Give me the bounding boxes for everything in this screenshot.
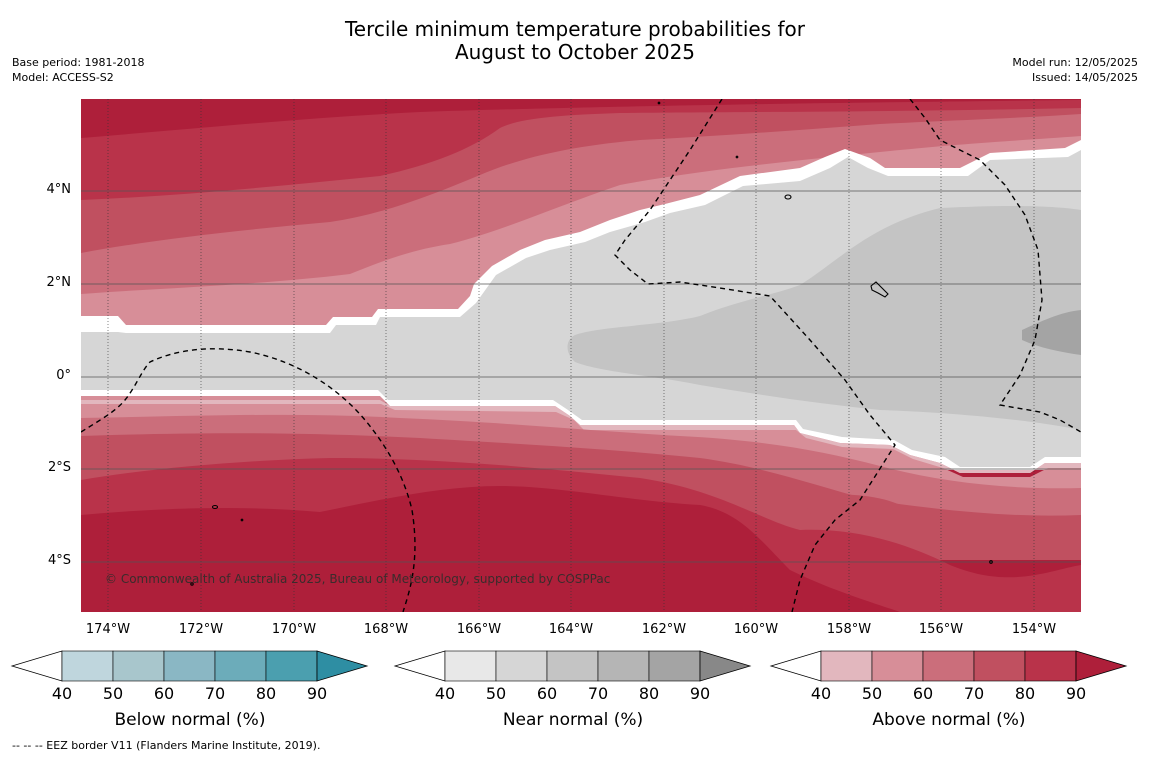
- lat-label-0: 0°: [56, 368, 71, 383]
- colorbar-near-swatches: [393, 650, 752, 682]
- cb-above-label: Above normal (%): [872, 710, 1026, 730]
- island-7: [240, 518, 244, 522]
- lat-label-2s: 2°S: [47, 460, 71, 475]
- cb-below-40-50: [61, 650, 114, 682]
- lon-label-158w: 158°W: [826, 622, 872, 637]
- eez-border-east: [909, 99, 1081, 433]
- island-5: [657, 101, 661, 105]
- cb-near-40-under: [393, 650, 446, 682]
- cb-near-tick-70: 70: [587, 684, 609, 703]
- title-line-1: Tercile minimum temperature probabilitie…: [344, 17, 806, 41]
- near-60-region: [1022, 310, 1081, 355]
- model-name: Model: ACCESS-S2: [12, 71, 114, 84]
- parallels: [81, 190, 1081, 563]
- cb-below-tick-60: 60: [153, 684, 175, 703]
- cb-near-label: Near normal (%): [502, 710, 644, 730]
- island-4: [989, 560, 993, 564]
- cb-below-label: Below normal (%): [114, 710, 266, 730]
- cb-below-tick-70: 70: [204, 684, 226, 703]
- cb-near-tick-60: 60: [536, 684, 558, 703]
- copyright-credit: © Commonwealth of Australia 2025, Bureau…: [105, 572, 611, 586]
- title-line-2: August to October 2025: [454, 40, 696, 64]
- map-fill: [81, 99, 1081, 612]
- cb-above-tick-60: 60: [912, 684, 934, 703]
- island-2: [211, 504, 219, 510]
- cb-above-tick-50: 50: [861, 684, 883, 703]
- base-period: Base period: 1981-2018: [12, 56, 145, 69]
- cb-near-tick-80: 80: [638, 684, 660, 703]
- lon-label-162w: 162°W: [641, 622, 687, 637]
- cb-near-tick-90: 90: [689, 684, 711, 703]
- eez-border-central: [614, 99, 896, 612]
- cb-near-tick-40: 40: [434, 684, 456, 703]
- lon-label-154w: 154°W: [1011, 622, 1057, 637]
- issued-date: Issued: 14/05/2025: [1031, 71, 1138, 84]
- cb-below-80-90: [265, 650, 318, 682]
- cb-near-40-50: [444, 650, 497, 682]
- cb-above-40-under: [769, 650, 822, 682]
- eez-borders: [81, 99, 1081, 612]
- near-50-region: [567, 205, 1081, 430]
- above-90-south: [81, 486, 900, 612]
- cb-near-80-90: [648, 650, 701, 682]
- lon-label-160w: 160°W: [733, 622, 779, 637]
- cb-above-40-50: [820, 650, 873, 682]
- colorbar-above-swatches: [769, 650, 1128, 682]
- lon-label-156w: 156°W: [918, 622, 964, 637]
- cb-below-50-60: [112, 650, 165, 682]
- lon-label-168w: 168°W: [363, 622, 409, 637]
- islands: [190, 101, 993, 586]
- cb-above-60-70: [922, 650, 975, 682]
- lon-label-174w: 174°W: [85, 622, 131, 637]
- colorbar-below-swatches: [10, 650, 369, 682]
- cb-above-tick-40: 40: [810, 684, 832, 703]
- cb-above-tick-90: 90: [1065, 684, 1087, 703]
- cb-above-tick-80: 80: [1014, 684, 1036, 703]
- cb-below-90-over: [316, 650, 369, 682]
- cb-above-tick-70: 70: [963, 684, 985, 703]
- cb-above-90-over: [1075, 650, 1128, 682]
- lat-label-2n: 2°N: [46, 275, 72, 290]
- cb-above-50-60: [871, 650, 924, 682]
- colorbar-near: 40 50 60 70 80 90 Near normal (%): [393, 650, 753, 730]
- cb-above-80-90: [1024, 650, 1077, 682]
- cb-below-tick-80: 80: [255, 684, 277, 703]
- cb-near-70-80: [597, 650, 650, 682]
- island-kiritimati: [870, 281, 889, 298]
- eez-footnote: -- -- -- EEZ border V11 (Flanders Marine…: [12, 739, 321, 752]
- meta-right: Model run: 12/05/2025 Issued: 14/05/2025: [1012, 55, 1138, 85]
- cb-near-tick-50: 50: [485, 684, 507, 703]
- lon-label-164w: 164°W: [548, 622, 594, 637]
- lon-label-170w: 170°W: [271, 622, 317, 637]
- island-6: [735, 155, 739, 159]
- cb-below-60-70: [163, 650, 216, 682]
- cb-near-50-60: [495, 650, 548, 682]
- colorbar-above: 40 50 60 70 80 90 Above normal (%): [769, 650, 1129, 730]
- chart-title: Tercile minimum temperature probabilitie…: [0, 18, 1150, 64]
- cb-below-40-under: [10, 650, 63, 682]
- lon-label-172w: 172°W: [178, 622, 224, 637]
- cb-below-tick-40: 40: [51, 684, 73, 703]
- lat-label-4s: 4°S: [47, 553, 71, 568]
- cb-near-90-over: [699, 650, 752, 682]
- lat-label-4n: 4°N: [46, 182, 72, 197]
- cb-below-70-80: [214, 650, 267, 682]
- island-3: [190, 582, 194, 586]
- cb-below-tick-90: 90: [306, 684, 328, 703]
- cb-below-tick-50: 50: [102, 684, 124, 703]
- cb-near-60-70: [546, 650, 599, 682]
- colorbar-below: 40 50 60 70 80 90 Below normal (%): [10, 650, 370, 730]
- grey-island-patch: [806, 494, 900, 522]
- island-1: [784, 194, 792, 200]
- cb-above-70-80: [973, 650, 1026, 682]
- lon-label-166w: 166°W: [456, 622, 502, 637]
- meta-left: Base period: 1981-2018 Model: ACCESS-S2: [12, 55, 144, 85]
- model-run: Model run: 12/05/2025: [1012, 56, 1138, 69]
